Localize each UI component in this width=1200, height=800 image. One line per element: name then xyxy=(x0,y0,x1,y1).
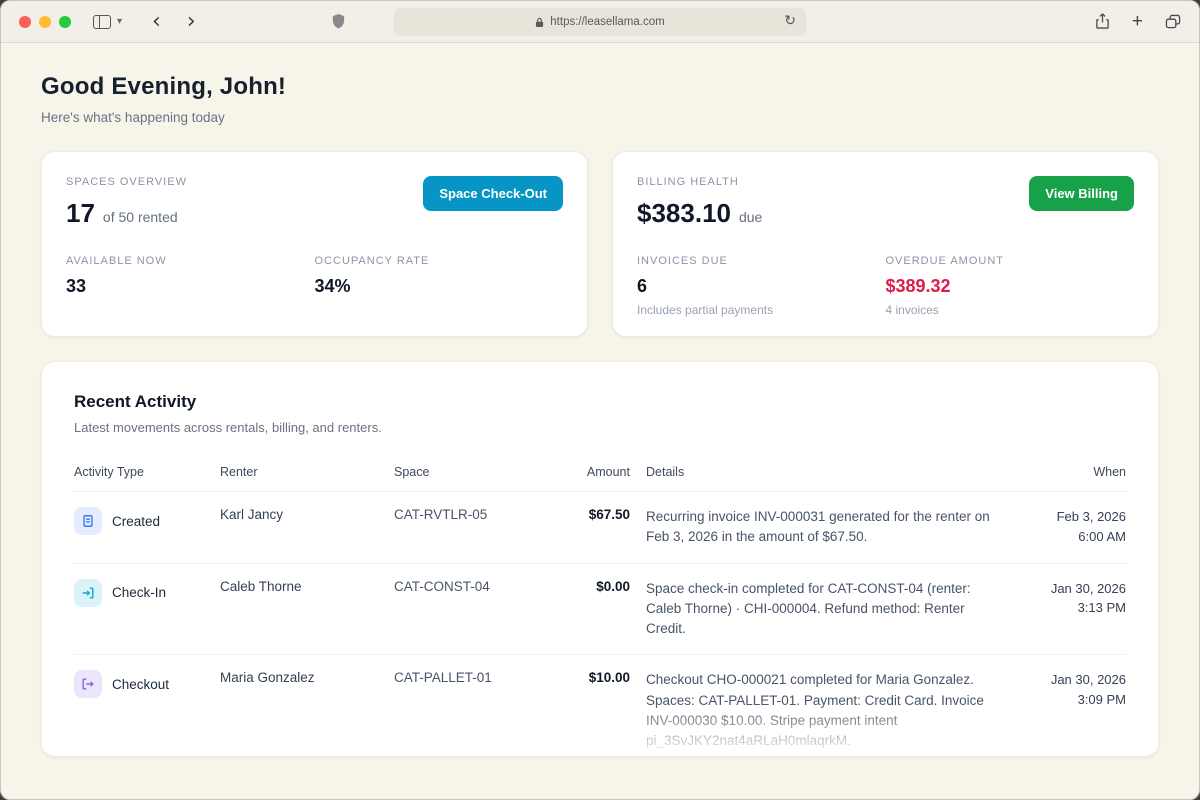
dashboard-page: Good Evening, John! Here's what's happen… xyxy=(1,43,1199,799)
spaces-card-label: SPACES OVERVIEW xyxy=(66,176,187,188)
billing-health-card: BILLING HEALTH $383.10 due View Billing … xyxy=(612,151,1159,337)
share-button[interactable] xyxy=(1095,13,1110,30)
table-row: Check-In Caleb Thorne CAT-CONST-04 $0.00… xyxy=(74,562,1126,655)
activity-table-header: Activity Type Renter Space Amount Detail… xyxy=(74,457,1126,491)
overview-cards: SPACES OVERVIEW 17 of 50 rented Space Ch… xyxy=(41,151,1159,337)
activity-subtitle: Latest movements across rentals, billing… xyxy=(74,420,382,435)
view-billing-button[interactable]: View Billing xyxy=(1029,176,1134,211)
spaces-rented-count: 17 xyxy=(66,198,95,228)
invoices-due-label: INVOICES DUE xyxy=(637,255,728,267)
recent-activity-card: Recent Activity Latest movements across … xyxy=(41,361,1159,757)
col-activity-type: Activity Type xyxy=(74,465,144,479)
when-date: Jan 30, 2026 xyxy=(1050,580,1126,596)
overdue-amount-value: $389.32 xyxy=(885,276,951,296)
table-row: Created Karl Jancy CAT-RVTLR-05 $67.50 R… xyxy=(74,491,1126,563)
when-date: Feb 3, 2026 xyxy=(1056,509,1126,524)
minimize-icon[interactable] xyxy=(39,15,51,28)
when-time: 3:09 PM xyxy=(1077,691,1126,707)
available-now-value: 33 xyxy=(66,276,87,296)
page-subtitle: Here's what's happening today xyxy=(41,110,225,125)
space-cell: CAT-CONST-04 xyxy=(394,578,490,594)
invoices-due-note: Includes partial payments xyxy=(637,303,774,317)
space-cell: CAT-RVTLR-05 xyxy=(394,507,488,522)
occupancy-rate-stat: OCCUPANCY RATE 34% xyxy=(315,255,564,297)
invoice-created-icon xyxy=(74,507,102,535)
when-time: 3:13 PM xyxy=(1077,600,1126,615)
zoom-icon[interactable] xyxy=(59,15,71,28)
back-button[interactable]: ‹ xyxy=(152,8,161,34)
billing-due-amount: $383.10 xyxy=(637,198,731,228)
lock-icon xyxy=(535,17,544,28)
renter-cell: Caleb Thorne xyxy=(220,578,302,594)
available-now-stat: AVAILABLE NOW 33 xyxy=(66,255,315,297)
col-space: Space xyxy=(394,465,430,479)
chevron-down-icon[interactable]: ▾ xyxy=(117,16,123,27)
space-check-out-button[interactable]: Space Check-Out xyxy=(423,176,563,211)
reload-button[interactable]: ↻ xyxy=(784,13,796,29)
address-url: https://leasellama.com xyxy=(550,16,665,28)
browser-chrome: ▾ ‹ › https://leasellama.com ↻ + xyxy=(1,1,1199,43)
check-in-icon xyxy=(74,578,102,607)
close-icon[interactable] xyxy=(19,15,31,28)
occupancy-rate-label: OCCUPANCY RATE xyxy=(314,255,430,267)
new-tab-button[interactable]: + xyxy=(1131,10,1143,32)
activity-title: Recent Activity xyxy=(74,392,197,411)
billing-card-label: BILLING HEALTH xyxy=(637,176,739,188)
overdue-amount-note: 4 invoices xyxy=(885,303,939,317)
amount-cell: $10.00 xyxy=(588,670,630,686)
details-cell: Space check-in completed for CAT-CONST-0… xyxy=(646,580,971,637)
invoices-due-stat: INVOICES DUE 6 Includes partial payments xyxy=(637,255,886,317)
page-title: Good Evening, John! xyxy=(41,73,287,100)
invoices-due-value: 6 xyxy=(637,276,648,296)
tab-overview-button[interactable] xyxy=(1165,14,1181,29)
when-cell: Jan 30, 2026 3:13 PM xyxy=(1008,579,1126,618)
col-details: Details xyxy=(646,465,685,479)
checkout-icon xyxy=(74,670,102,699)
overdue-amount-label: OVERDUE AMOUNT xyxy=(885,255,1005,267)
when-cell: Jan 30, 2026 3:09 PM xyxy=(1008,670,1126,709)
activity-type-label: Check-In xyxy=(112,585,167,600)
address-bar[interactable]: https://leasellama.com ↻ xyxy=(394,8,806,36)
nav-group: ▾ ‹ › xyxy=(93,8,206,34)
col-renter: Renter xyxy=(220,465,258,479)
space-cell: CAT-PALLET-01 xyxy=(394,670,492,686)
renter-cell: Karl Jancy xyxy=(220,507,284,522)
sidebar-toggle-icon[interactable] xyxy=(93,14,111,29)
when-time: 6:00 AM xyxy=(1078,528,1126,544)
overdue-amount-stat: OVERDUE AMOUNT $389.32 4 invoices xyxy=(886,255,1135,317)
renter-cell: Maria Gonzalez xyxy=(220,670,315,686)
forward-button[interactable]: › xyxy=(186,8,196,34)
col-when: When xyxy=(1093,465,1126,479)
table-row: Checkout Maria Gonzalez CAT-PALLET-01 $1… xyxy=(74,654,1126,756)
spaces-rented-suffix: of 50 rented xyxy=(102,209,178,225)
available-now-label: AVAILABLE NOW xyxy=(66,255,167,267)
col-amount: Amount xyxy=(586,465,630,479)
traffic-lights xyxy=(19,15,71,28)
billing-due-suffix: due xyxy=(738,209,763,225)
activity-type-label: Checkout xyxy=(112,676,170,692)
shield-icon[interactable] xyxy=(331,13,346,30)
details-cell: Checkout CHO-000021 completed for Maria … xyxy=(646,672,984,748)
activity-type-label: Created xyxy=(112,513,161,529)
when-cell: Feb 3, 2026 6:00 AM xyxy=(1008,507,1126,546)
amount-cell: $0.00 xyxy=(596,578,630,594)
activity-table: Activity Type Renter Space Amount Detail… xyxy=(74,457,1126,756)
spaces-overview-card: SPACES OVERVIEW 17 of 50 rented Space Ch… xyxy=(41,151,588,337)
details-cell: Recurring invoice INV-000031 generated f… xyxy=(646,509,990,545)
occupancy-rate-value: 34% xyxy=(314,276,351,296)
chrome-right-group: + xyxy=(1095,11,1181,33)
amount-cell: $67.50 xyxy=(588,507,630,522)
when-date: Jan 30, 2026 xyxy=(1050,672,1126,688)
